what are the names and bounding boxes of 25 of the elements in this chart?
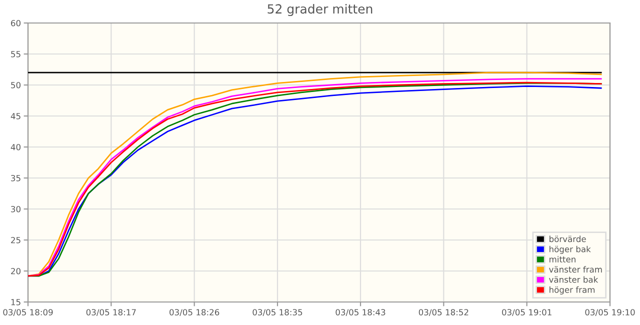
- y-tick-label: 15: [11, 299, 20, 306]
- legend-label: mitten: [550, 256, 576, 262]
- legend-label: vänster bak: [549, 276, 598, 283]
- x-tick-label: 03/05 19:10: [585, 309, 635, 316]
- y-tick-label: 20: [11, 268, 20, 274]
- y-tick-label: 35: [11, 174, 20, 182]
- x-tick-label: 03/05 18:43: [336, 309, 386, 316]
- chart-title: 52 grader mitten: [268, 4, 372, 16]
- y-tick-label: 60: [11, 20, 20, 26]
- x-tick-label: 03/05 18:26: [170, 309, 220, 316]
- legend-label: börvärde: [550, 236, 586, 242]
- y-tick-label: 55: [11, 51, 20, 58]
- y-tick-label: 25: [11, 236, 20, 244]
- y-tick-label: 30: [11, 206, 20, 212]
- x-tick-label: 03/05 18:35: [252, 309, 302, 316]
- y-tick-label: 40: [10, 144, 20, 150]
- legend-label: höger bak: [550, 246, 591, 254]
- legend-label: vänster fram: [549, 266, 602, 273]
- x-tick-label: 03/05 18:17: [86, 309, 136, 316]
- y-tick-label: 50: [11, 82, 20, 88]
- y-tick-label: 45: [10, 113, 20, 120]
- x-tick-label: 03/05 18:52: [418, 309, 468, 316]
- x-tick-label: 03/05 18:09: [3, 309, 53, 316]
- x-tick-label: 03/05 19:01: [502, 309, 552, 316]
- legend-label: höger fram: [550, 286, 595, 294]
